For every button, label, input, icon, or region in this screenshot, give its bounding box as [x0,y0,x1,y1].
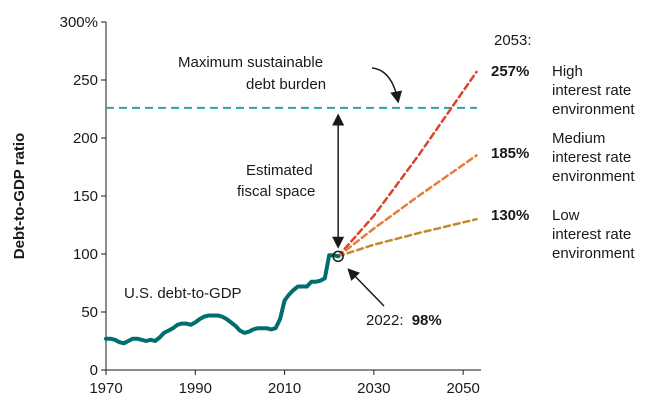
current-point-label: 2022: 98% [366,312,442,329]
threshold-callout-arrow [371,67,403,104]
projection-scenario-line2: environment [552,101,635,118]
y-tick-label: 200 [73,130,98,147]
projection-scenario-label: Low [552,207,580,224]
projection-value-label: 185% [491,145,529,162]
x-tick-label: 1990 [179,380,212,397]
y-tick-label: 100 [73,246,98,263]
x-tick-label: 2050 [446,380,479,397]
y-tick-label: 250 [73,72,98,89]
x-tick-label: 1970 [89,380,122,397]
historical-debt-line [104,253,341,346]
fiscal-space-label-line1: Estimated [246,162,313,179]
projection-value-label: 257% [491,63,529,80]
y-tick-label: 0 [90,362,98,379]
projection-lines [336,70,478,258]
projection-scenario-line1: interest rate [552,82,631,99]
projection-legend: 257% High interest rate environment 185% Medi… [491,63,635,262]
y-tick-label: 50 [81,304,98,321]
projection-scenario-label: Medium [552,130,605,147]
end-year-label: 2053: [494,32,532,49]
current-value-label: 98% [412,312,442,329]
threshold-label-line2: debt burden [246,76,326,93]
projection-scenario-line2: environment [552,168,635,185]
current-point-marker [332,250,344,263]
projection-line [336,217,478,258]
projection-scenario-label: High [552,63,583,80]
x-tick-label: 2030 [357,380,390,397]
projection-line [336,154,478,258]
threshold-label-line1: Maximum sustainable [178,54,323,71]
projection-value-label: 130% [491,207,529,224]
x-tick-label: 2010 [268,380,301,397]
current-point-arrow [347,268,385,307]
projection-scenario-line2: environment [552,245,635,262]
projection-scenario-line1: interest rate [552,149,631,166]
projection-scenario-line1: interest rate [552,226,631,243]
y-axis-ticks: 0 50 100 150 200 250 300% [60,14,106,379]
current-year-label: 2022: [366,312,404,329]
projection-line [336,70,478,258]
y-tick-label: 150 [73,188,98,205]
fiscal-space-label-line2: fiscal space [237,183,315,200]
x-axis-ticks: 1970 1990 2010 2030 2050 [89,370,480,397]
y-tick-label: 300% [60,14,98,31]
historical-series-label: U.S. debt-to-GDP [124,285,242,302]
y-axis-label: Debt-to-GDP ratio [11,133,28,259]
